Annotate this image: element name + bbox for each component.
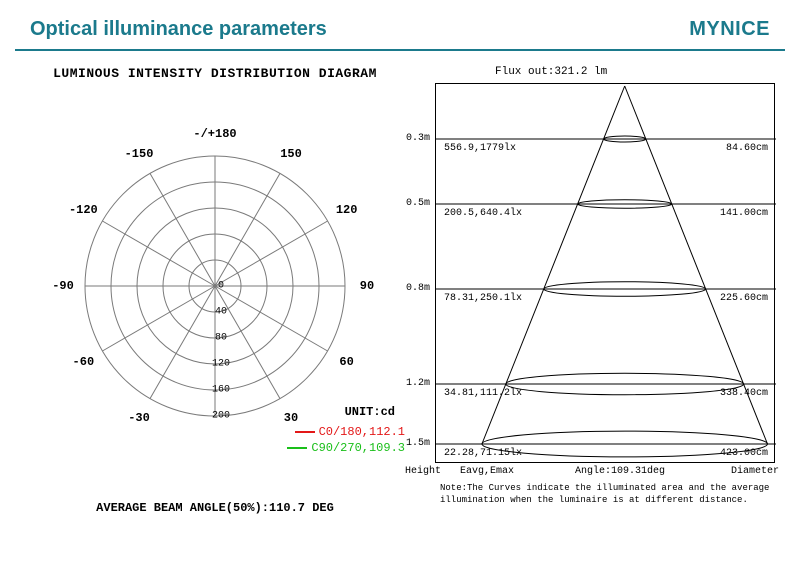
cone-note: Note:The Curves indicate the illuminated… [435,480,785,509]
beam-angle-text: AVERAGE BEAM ANGLE(50%):110.7 DEG [15,501,415,515]
diameter-label: 338.40cm [720,388,768,399]
cone-diagram-panel: Flux out:321.2 lm 0.3m556.9,1779lx84.60c… [435,66,785,515]
height-label: 0.3m [406,133,430,144]
lux-label: 22.28,71.15lx [444,448,522,459]
polar-diagram-panel: LUMINOUS INTENSITY DISTRIBUTION DIAGRAM … [15,66,415,515]
height-label: 0.5m [406,198,430,209]
flux-output: Flux out:321.2 lm [495,66,785,78]
angle-label: -120 [69,203,98,217]
height-label: 1.5m [406,438,430,449]
angle-label: -150 [125,147,154,161]
ring-label: 40 [215,307,227,318]
ring-label: 160 [212,385,230,396]
angle-label: 120 [336,203,358,217]
angle-label: 60 [339,355,353,369]
unit-label: UNIT:cd [345,405,395,419]
cone-chart: 0.3m556.9,1779lx84.60cm0.5m200.5,640.4lx… [435,83,775,463]
angle-label: -/+180 [193,127,236,141]
diameter-label: 225.60cm [720,293,768,304]
col-diameter: Diameter [685,466,785,477]
angle-label: 30 [284,411,298,425]
ring-label: 200 [212,411,230,422]
lux-label: 200.5,640.4lx [444,208,522,219]
diameter-label: 141.00cm [720,208,768,219]
ring-label: 80 [215,333,227,344]
diameter-label: 84.60cm [726,143,768,154]
col-eavg: Eavg,Emax [460,466,555,477]
angle-label: -30 [128,411,150,425]
height-label: 1.2m [406,378,430,389]
brand-logo: MYNICE [689,18,770,41]
col-angle: Angle:109.31deg [555,466,685,477]
ring-label: 120 [212,359,230,370]
ring-label: 0 [218,281,224,292]
angle-label: -60 [73,355,95,369]
height-label: 0.8m [406,283,430,294]
angle-label: 90 [360,279,374,293]
lux-label: 34.81,111.2lx [444,388,522,399]
lux-label: 78.31,250.1lx [444,293,522,304]
lux-label: 556.9,1779lx [444,143,516,154]
angle-label: 150 [280,147,302,161]
angle-label: -90 [52,279,74,293]
diameter-label: 423.00cm [720,448,768,459]
legend-item: C90/270,109.3 [287,441,405,455]
legend-item: C0/180,112.1 [295,425,405,439]
col-height: Height [405,466,460,477]
cone-column-headers: HeightEavg,EmaxAngle:109.31degDiameter [435,463,785,480]
page-title: Optical illuminance parameters [30,18,327,41]
polar-title: LUMINOUS INTENSITY DISTRIBUTION DIAGRAM [15,66,415,81]
